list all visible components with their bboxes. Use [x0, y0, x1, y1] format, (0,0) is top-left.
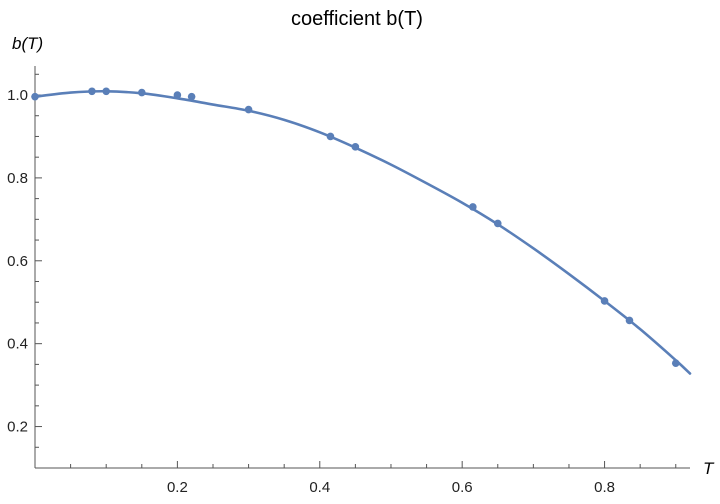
y-tick-label: 0.6	[7, 253, 28, 270]
x-axis-label: T	[703, 459, 715, 478]
chart-title: coefficient b(T)	[291, 8, 423, 30]
data-point	[137, 88, 146, 97]
data-point	[625, 316, 634, 325]
y-tick-label: 0.2	[7, 419, 28, 436]
y-tick-label: 0.8	[7, 170, 28, 187]
data-point	[351, 143, 360, 151]
y-axis-label: b(T)	[12, 34, 43, 53]
x-axis-ticks: 0.2 0.4 0.6 0.8	[70, 461, 677, 496]
x-tick-label: 0.4	[309, 479, 330, 496]
data-point	[671, 359, 680, 367]
x-tick-label: 0.8	[594, 479, 615, 496]
data-point	[244, 105, 253, 114]
data-point	[102, 87, 110, 96]
y-axis-ticks: 0.2 0.4 0.6 0.8 1.0	[7, 73, 42, 469]
y-tick-label: 0.4	[7, 336, 28, 353]
data-point	[469, 203, 477, 211]
data-point	[493, 219, 502, 228]
data-point	[326, 132, 335, 141]
data-point	[600, 297, 609, 305]
y-tick-label: 1.0	[7, 87, 28, 104]
fit-curve-line	[33, 89, 692, 375]
data-point	[31, 92, 39, 101]
data-point	[173, 91, 182, 99]
data-point	[187, 92, 196, 101]
x-tick-label: 0.2	[167, 479, 188, 496]
data-point	[88, 87, 96, 96]
series-layer	[31, 87, 692, 375]
x-tick-label: 0.6	[452, 479, 473, 496]
